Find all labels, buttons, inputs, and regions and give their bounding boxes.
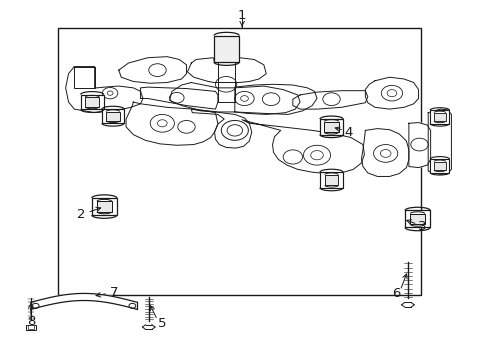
Bar [97, 201, 111, 212]
Polygon shape [140, 87, 218, 109]
Bar [58, 28, 420, 295]
Text: 2: 2 [77, 208, 85, 221]
Bar [106, 112, 120, 121]
Bar [28, 325, 34, 329]
Polygon shape [234, 84, 316, 114]
Polygon shape [427, 109, 450, 174]
Bar [102, 109, 124, 123]
Bar [433, 113, 445, 121]
Text: 4: 4 [344, 126, 352, 139]
Polygon shape [408, 123, 430, 168]
Polygon shape [292, 91, 367, 109]
Text: 3: 3 [417, 220, 426, 233]
Bar [92, 198, 117, 215]
Bar [319, 172, 343, 188]
Text: 6: 6 [392, 287, 400, 300]
Bar [429, 110, 448, 123]
Bar [85, 97, 99, 107]
Bar [81, 95, 103, 109]
Polygon shape [218, 59, 234, 102]
Text: 5: 5 [158, 317, 166, 330]
Polygon shape [187, 58, 265, 82]
Bar [404, 211, 429, 228]
Text: 8: 8 [26, 315, 35, 328]
Polygon shape [169, 82, 300, 114]
Bar [214, 36, 239, 62]
Polygon shape [361, 129, 408, 176]
Bar [429, 159, 448, 172]
Text: 1: 1 [237, 9, 246, 22]
Bar [319, 119, 343, 135]
Polygon shape [31, 293, 137, 309]
Polygon shape [65, 67, 142, 113]
Bar [324, 122, 338, 132]
Bar [409, 214, 424, 224]
Polygon shape [126, 102, 218, 145]
Polygon shape [191, 109, 251, 148]
Circle shape [221, 121, 248, 140]
Polygon shape [365, 77, 418, 109]
Polygon shape [74, 67, 95, 88]
Polygon shape [242, 120, 364, 174]
Bar [26, 325, 36, 329]
Polygon shape [119, 57, 186, 83]
Bar [433, 162, 445, 170]
Bar [324, 175, 338, 185]
Text: 7: 7 [109, 286, 118, 299]
